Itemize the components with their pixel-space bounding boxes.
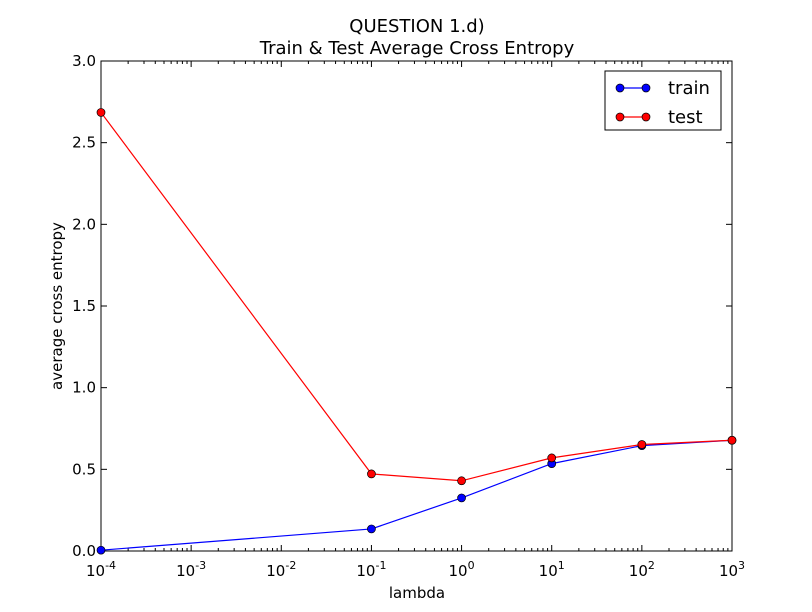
legend-marker-train	[641, 83, 651, 93]
x-tick-label: 102	[629, 559, 655, 580]
data-point-train	[457, 493, 466, 503]
x-axis-label: lambda	[389, 584, 445, 602]
series-layer	[96, 108, 737, 555]
x-tick-label: 10-3	[176, 559, 206, 580]
y-tick-label: 2.0	[72, 215, 96, 233]
legend-marker-train	[615, 83, 625, 93]
y-tick-label: 3.0	[72, 52, 96, 70]
x-tick-label: 100	[449, 559, 475, 580]
legend: train test	[604, 70, 722, 131]
data-point-test	[727, 435, 737, 445]
x-tick-label: 10-4	[86, 559, 116, 580]
data-point-test	[637, 440, 647, 449]
legend-entries: train test	[615, 78, 710, 128]
data-point-train	[367, 524, 376, 534]
plot-area	[100, 60, 733, 552]
y-axis-label: average cross entropy	[48, 222, 66, 390]
legend-label-test: test	[668, 107, 703, 128]
legend-marker-test	[615, 112, 625, 122]
data-point-test	[367, 469, 376, 479]
chart-title-line-1: QUESTION 1.d)	[349, 16, 484, 37]
y-tick-label: 0.0	[72, 542, 96, 560]
series-line-test	[100, 112, 733, 482]
x-tick-label: 10-1	[356, 559, 386, 580]
y-tick-label: 2.5	[72, 134, 96, 152]
x-tick-label: 103	[719, 559, 745, 580]
legend-marker-test	[641, 112, 651, 122]
legend-label-train: train	[668, 78, 710, 99]
y-tick-label: 1.0	[72, 379, 96, 397]
data-point-train	[96, 545, 106, 555]
data-point-test	[457, 476, 466, 486]
chart-title-line-2: Train & Test Average Cross Entropy	[259, 38, 575, 59]
data-point-test	[547, 453, 557, 463]
data-point-test	[96, 108, 106, 117]
x-tick-label: 101	[539, 559, 565, 580]
legend-box	[604, 70, 722, 131]
y-tick-label: 1.5	[72, 297, 96, 315]
axis-ticks: 10-4 10-3 10-2 10-1 100 101 102 103 0.0 0.5 1.0 1.5…	[72, 52, 745, 580]
y-tick-label: 0.5	[72, 460, 96, 478]
x-tick-label: 10-2	[266, 559, 296, 580]
series-line-train	[100, 439, 733, 551]
